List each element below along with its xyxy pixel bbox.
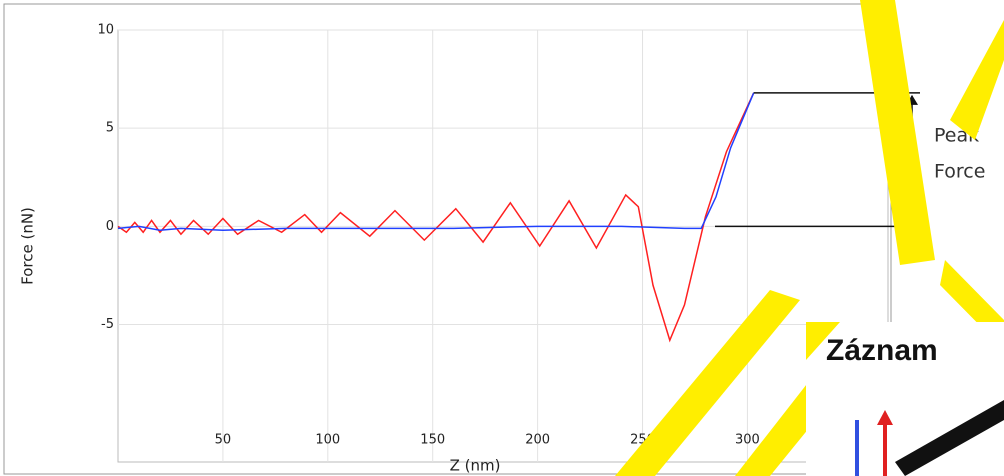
- x-tick-label: 100: [315, 433, 340, 448]
- grid: [118, 29, 888, 462]
- y-axis-label: Force (nN): [19, 207, 37, 285]
- y-tick-label: -5: [101, 317, 114, 332]
- y-tick-label: 5: [106, 121, 114, 136]
- x-tick-label: 50: [215, 433, 232, 448]
- overlay-background: [806, 322, 1004, 476]
- stripe: [615, 290, 800, 476]
- watermark: [615, 0, 1004, 476]
- stripe: [950, 20, 1004, 140]
- y-tick-label: 0: [106, 219, 114, 234]
- y-tick-label: 10: [97, 23, 114, 38]
- x-tick-label: 300: [735, 433, 760, 448]
- icon-arrowhead: [877, 410, 893, 425]
- plot-area: [117, 29, 889, 463]
- x-tick-label: 200: [525, 433, 550, 448]
- series-line: [117, 92, 755, 343]
- overlay-title: Záznam: [826, 334, 938, 367]
- lines: [117, 92, 755, 343]
- series-line: [117, 92, 755, 232]
- stripe: [806, 322, 840, 360]
- icon-cantilever: [895, 400, 1004, 476]
- x-tick-label: 150: [420, 433, 445, 448]
- annotation-line: Force: [934, 161, 985, 183]
- x-axis-label: Z (nm): [450, 457, 501, 475]
- stripe: [860, 0, 935, 265]
- overlay-panel: Záznam: [806, 322, 1004, 476]
